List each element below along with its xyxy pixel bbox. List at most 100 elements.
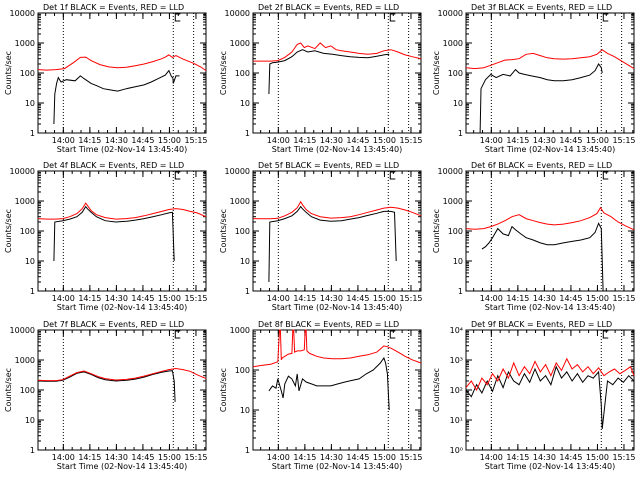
y-tick-label: 1000 (443, 197, 463, 206)
x-tick-label: 14:15 (78, 294, 101, 303)
x-tick-label: 15:15 (399, 294, 422, 303)
panel-title: Det 1f BLACK = Events, RED = LLD (43, 3, 184, 12)
y-tick-label: 10⁰ (450, 446, 463, 455)
y-tick-label: 10¹ (450, 416, 463, 425)
x-tick-label: 14:15 (78, 453, 101, 462)
y-tick-label: 1 (245, 129, 250, 138)
y-tick-label: 10 (240, 257, 250, 266)
x-tick-label: 14:45 (346, 453, 369, 462)
y-tick-label: 10 (240, 406, 250, 415)
y-tick-label: 10³ (450, 356, 463, 365)
series-lld-line (253, 42, 422, 62)
series-events-line (268, 356, 390, 411)
x-tick-label: 15:00 (586, 453, 609, 462)
x-tick-label: 15:15 (184, 294, 207, 303)
panel-det-9f: Det 9f BLACK = Events, RED = LLD 10⁰ 10¹ 10… (432, 320, 636, 471)
y-tick-label: 1 (30, 446, 35, 455)
e-marker-icon (602, 171, 609, 180)
x-tick-label: 14:15 (293, 453, 316, 462)
y-axis-title: Counts/sec (432, 368, 441, 412)
x-tick-label: 15:00 (158, 453, 181, 462)
y-tick-label: 10000 (10, 167, 35, 176)
x-tick-label: 14:00 (267, 453, 290, 462)
x-tick-label: 14:15 (78, 136, 101, 145)
series-events-line (268, 205, 397, 283)
x-tick-label: 14:45 (346, 294, 369, 303)
series-events-line (268, 49, 390, 95)
x-tick-label: 14:45 (559, 453, 582, 462)
x-axis-title: Start Time (02-Nov-14 13:45:40) (485, 462, 615, 471)
x-tick-label: 15:15 (612, 453, 635, 462)
x-tick-label: 14:30 (533, 453, 556, 462)
series-events-line (53, 69, 180, 125)
panel-title: Det 6f BLACK = Events, RED = LLD (471, 161, 612, 170)
y-tick-label: 10 (25, 416, 35, 425)
y-axis-title: Counts/sec (4, 51, 13, 95)
e-marker-icon (389, 13, 396, 22)
x-tick-label: 14:15 (293, 136, 316, 145)
panel-det-5f: Det 5f BLACK = Events, RED = LLD 1 10 100 10… (219, 161, 423, 312)
x-tick-label: 14:30 (105, 294, 128, 303)
e-marker-icon (174, 330, 181, 339)
x-axis-title: Start Time (02-Nov-14 13:45:40) (272, 145, 402, 154)
y-tick-label: 100 (20, 69, 35, 78)
y-tick-label: 10 (453, 257, 463, 266)
series-events-line (481, 222, 604, 292)
x-tick-label: 15:15 (399, 136, 422, 145)
x-tick-label: 15:15 (399, 453, 422, 462)
x-tick-label: 15:15 (612, 136, 635, 145)
series-lld-line (37, 202, 207, 220)
x-tick-label: 14:00 (267, 294, 290, 303)
y-axis-title: Counts/sec (432, 51, 441, 95)
x-tick-label: 14:45 (346, 136, 369, 145)
x-tick-label: 15:00 (158, 294, 181, 303)
x-axis-title: Start Time (02-Nov-14 13:45:40) (272, 462, 402, 471)
series-events-line (479, 63, 603, 134)
x-tick-label: 15:00 (586, 294, 609, 303)
x-tick-label: 14:15 (506, 136, 529, 145)
x-tick-label: 14:00 (52, 294, 75, 303)
y-tick-label: 1 (458, 287, 463, 296)
y-tick-label: 1 (30, 129, 35, 138)
y-tick-label: 1000 (230, 197, 250, 206)
y-axis-title: Counts/sec (4, 209, 13, 253)
x-tick-label: 14:00 (480, 294, 503, 303)
e-marker-icon (602, 13, 609, 22)
series-lld-line (37, 367, 207, 382)
x-tick-label: 14:30 (320, 294, 343, 303)
x-tick-label: 14:45 (559, 136, 582, 145)
panel-title: Det 5f BLACK = Events, RED = LLD (258, 161, 399, 170)
series-events-line (37, 370, 176, 402)
y-tick-label: 10 (240, 99, 250, 108)
e-marker-icon (174, 13, 181, 22)
series-events-line (53, 205, 175, 262)
y-axis-title: Counts/sec (219, 209, 228, 253)
y-axis-title: Counts/sec (219, 368, 228, 412)
x-axis-title: Start Time (02-Nov-14 13:45:40) (485, 145, 615, 154)
y-tick-label: 100 (20, 386, 35, 395)
y-tick-label: 100 (235, 227, 250, 236)
series-lld-line (465, 357, 635, 392)
y-tick-label: 10000 (438, 9, 463, 18)
panel-title: Det 9f BLACK = Events, RED = LLD (471, 320, 612, 329)
x-tick-label: 14:15 (506, 453, 529, 462)
y-axis-title: Counts/sec (432, 209, 441, 253)
x-tick-label: 15:00 (373, 453, 396, 462)
y-tick-label: 10² (450, 386, 463, 395)
y-tick-label: 1000 (15, 356, 35, 365)
series-lld-line (37, 54, 207, 72)
x-tick-label: 14:30 (320, 136, 343, 145)
y-tick-label: 1000 (443, 39, 463, 48)
y-tick-label: 1 (245, 287, 250, 296)
x-tick-label: 14:45 (131, 136, 154, 145)
y-tick-label: 100 (20, 227, 35, 236)
y-tick-label: 1 (30, 287, 35, 296)
x-tick-label: 15:00 (158, 136, 181, 145)
y-tick-label: 10000 (438, 167, 463, 176)
x-axis-title: Start Time (02-Nov-14 13:45:40) (57, 145, 187, 154)
panel-det-2f: Det 2f BLACK = Events, RED = LLD 1 10 100 10… (219, 3, 423, 154)
panel-det-8f: Det 8f BLACK = Events, RED = LLD 1 10 100 10… (219, 320, 423, 471)
x-axis-title: Start Time (02-Nov-14 13:45:40) (485, 303, 615, 312)
panel-det-1f: Det 1f BLACK = Events, RED = LLD 1 10 100 10… (4, 3, 208, 154)
